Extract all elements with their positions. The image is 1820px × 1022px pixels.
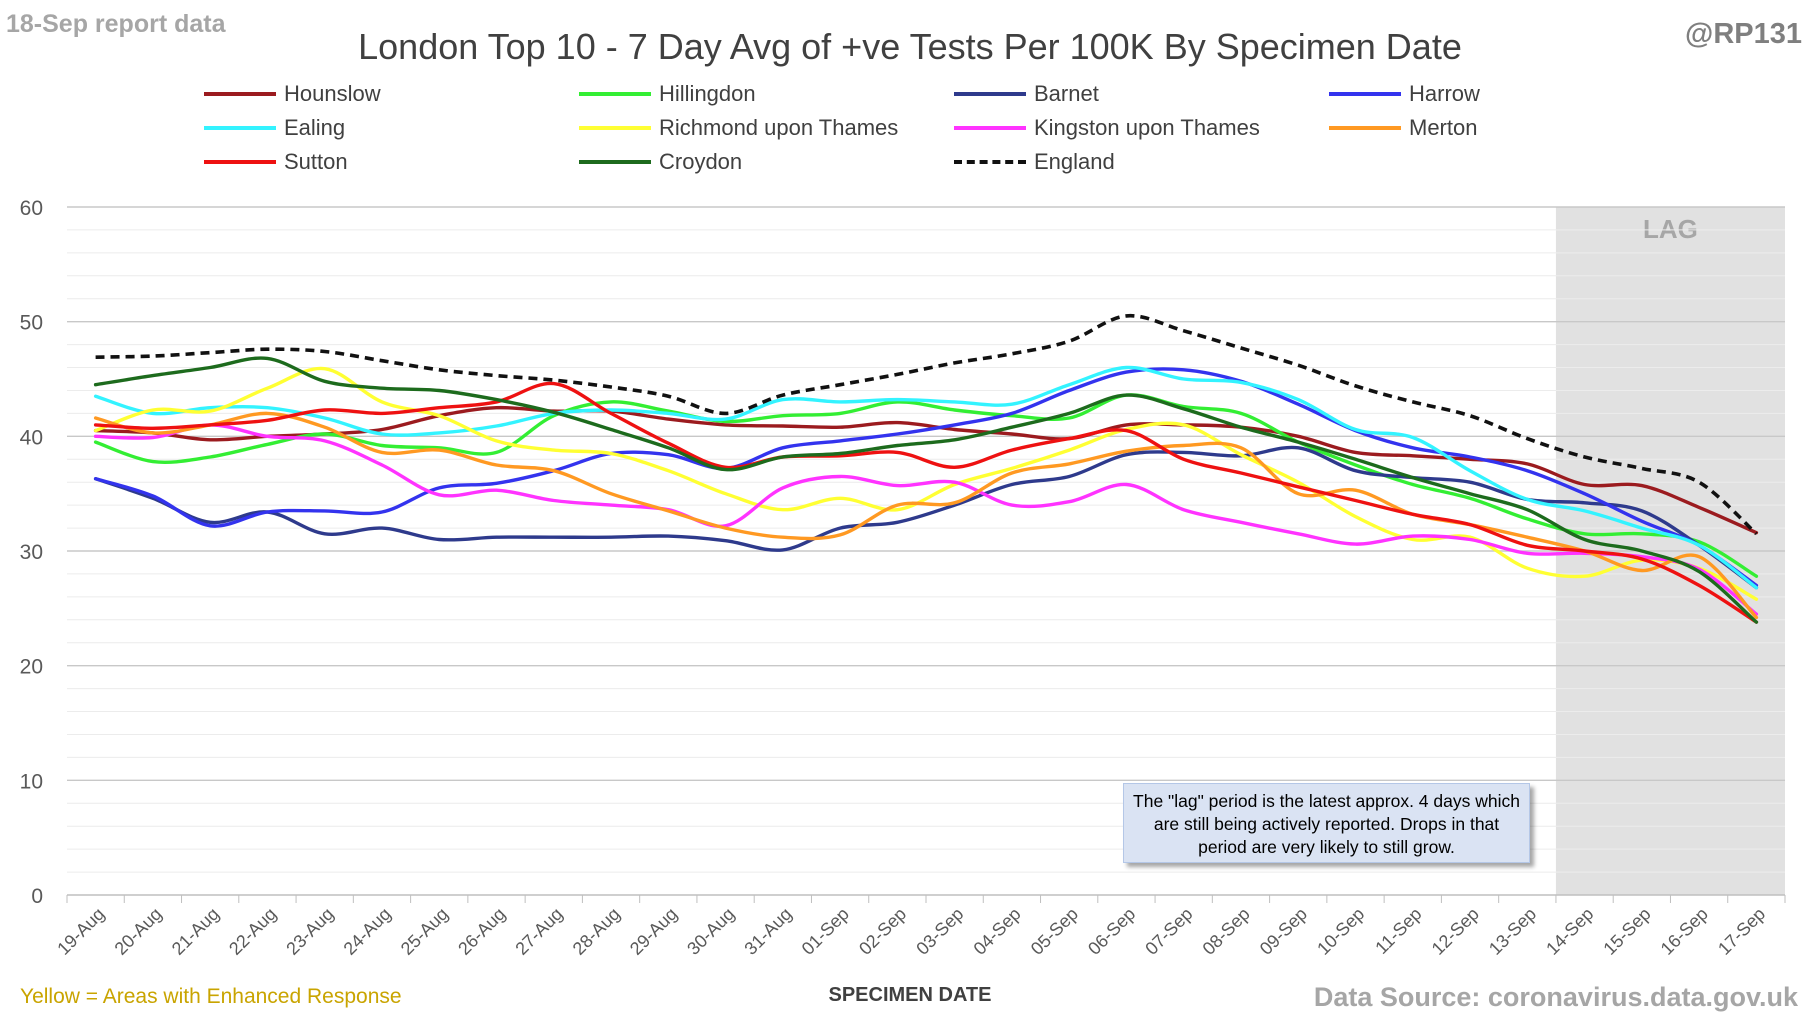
enhanced-response-note: Yellow = Areas with Enhanced Response xyxy=(20,985,402,1008)
x-tick-label: 09-Sep xyxy=(1256,904,1311,959)
legend-item-kingston-upon-thames: Kingston upon Thames xyxy=(954,113,1260,143)
y-tick-label: 40 xyxy=(20,426,43,449)
lag-annotation-box: The "lag" period is the latest approx. 4… xyxy=(1123,783,1530,863)
legend-label: Hounslow xyxy=(284,81,381,106)
x-tick-label: 02-Sep xyxy=(855,904,910,959)
y-tick-label: 10 xyxy=(20,770,43,793)
legend-item-sutton: Sutton xyxy=(204,147,348,177)
legend-label: Croydon xyxy=(659,149,743,174)
x-tick-label: 01-Sep xyxy=(798,904,853,959)
x-tick-label: 12-Sep xyxy=(1428,904,1483,959)
legend-label: England xyxy=(1034,149,1115,174)
y-tick-label: 50 xyxy=(20,312,43,335)
series-line-barnet xyxy=(93,445,1759,590)
x-tick-label: 19-Aug xyxy=(53,904,108,959)
legend-item-england: England xyxy=(954,147,1115,177)
x-tick-label: 17-Sep xyxy=(1714,904,1769,959)
legend-swatch xyxy=(204,160,276,164)
x-tick-label: 05-Sep xyxy=(1027,904,1082,959)
x-tick-label: 04-Sep xyxy=(970,904,1025,959)
x-tick-label: 22-Aug xyxy=(225,904,280,959)
x-tick-label: 07-Sep xyxy=(1141,904,1196,959)
legend-swatch xyxy=(204,126,276,130)
legend-swatch xyxy=(954,160,1026,164)
legend-swatch xyxy=(954,92,1026,96)
legend-item-hounslow: Hounslow xyxy=(204,79,381,109)
x-tick-label: 27-Aug xyxy=(511,904,566,959)
x-tick-label: 31-Aug xyxy=(740,904,795,959)
x-tick-label: 11-Sep xyxy=(1371,904,1425,958)
x-tick-label: 13-Sep xyxy=(1485,904,1540,959)
report-date-label: 18-Sep report data xyxy=(6,10,226,38)
legend-label: Hillingdon xyxy=(659,81,756,106)
x-tick-label: 24-Aug xyxy=(340,904,395,959)
x-tick-label: 08-Sep xyxy=(1199,904,1254,959)
legend-label: Sutton xyxy=(284,149,348,174)
legend-item-croydon: Croydon xyxy=(579,147,742,177)
x-tick-label: 25-Aug xyxy=(397,904,452,959)
legend-label: Richmond upon Thames xyxy=(659,115,899,140)
legend-swatch xyxy=(1329,126,1401,130)
legend-swatch xyxy=(1329,92,1401,96)
series-line-croydon xyxy=(93,356,1759,624)
series-line-ealing xyxy=(93,365,1759,590)
legend-label: Harrow xyxy=(1409,81,1480,106)
x-axis-title: SPECIMEN DATE xyxy=(828,984,992,1006)
legend-swatch xyxy=(954,126,1026,130)
x-tick-label: 15-Sep xyxy=(1599,904,1654,959)
x-tick-label: 20-Aug xyxy=(111,904,166,959)
series-line-sutton xyxy=(93,381,1759,624)
legend-item-barnet: Barnet xyxy=(954,79,1099,109)
legend-item-merton: Merton xyxy=(1329,113,1477,143)
lag-label: LAG xyxy=(1643,214,1698,244)
x-tick-label: 29-Aug xyxy=(626,904,681,959)
x-tick-label: 28-Aug xyxy=(569,904,624,959)
x-tick-label: 16-Sep xyxy=(1657,904,1712,959)
legend-label: Kingston upon Thames xyxy=(1034,115,1260,140)
legend-item-hillingdon: Hillingdon xyxy=(579,79,756,109)
x-tick-label: 03-Sep xyxy=(912,904,967,959)
series-line-merton xyxy=(93,411,1759,620)
legend-item-richmond-upon-thames: Richmond upon Thames xyxy=(579,113,898,143)
y-tick-label: 60 xyxy=(20,197,43,220)
legend-swatch xyxy=(579,126,651,130)
y-tick-label: 0 xyxy=(31,885,43,908)
series-line-hillingdon xyxy=(93,393,1759,578)
legend-label: Barnet xyxy=(1034,81,1099,106)
x-tick-label: 14-Sep xyxy=(1542,904,1597,959)
x-tick-label: 21-Aug xyxy=(168,904,223,959)
series-line-kingston-upon-thames xyxy=(93,423,1759,616)
x-tick-label: 23-Aug xyxy=(282,904,337,959)
legend-item-harrow: Harrow xyxy=(1329,79,1480,109)
legend-swatch xyxy=(579,160,651,164)
x-tick-label: 10-Sep xyxy=(1313,904,1368,959)
author-handle: @RP131 xyxy=(1685,18,1802,50)
y-tick-label: 30 xyxy=(20,541,43,564)
legend-swatch xyxy=(204,92,276,96)
legend-swatch xyxy=(579,92,651,96)
legend-item-ealing: Ealing xyxy=(204,113,345,143)
y-tick-label: 20 xyxy=(20,656,43,679)
series-line-harrow xyxy=(93,367,1759,588)
x-tick-label: 30-Aug xyxy=(683,904,738,959)
x-tick-label: 26-Aug xyxy=(454,904,509,959)
chart-title: London Top 10 - 7 Day Avg of +ve Tests P… xyxy=(358,26,1462,67)
data-source-label: Data Source: coronavirus.data.gov.uk xyxy=(1313,982,1798,1012)
legend-label: Merton xyxy=(1409,115,1478,140)
x-tick-label: 06-Sep xyxy=(1084,904,1139,959)
legend-label: Ealing xyxy=(284,115,346,140)
